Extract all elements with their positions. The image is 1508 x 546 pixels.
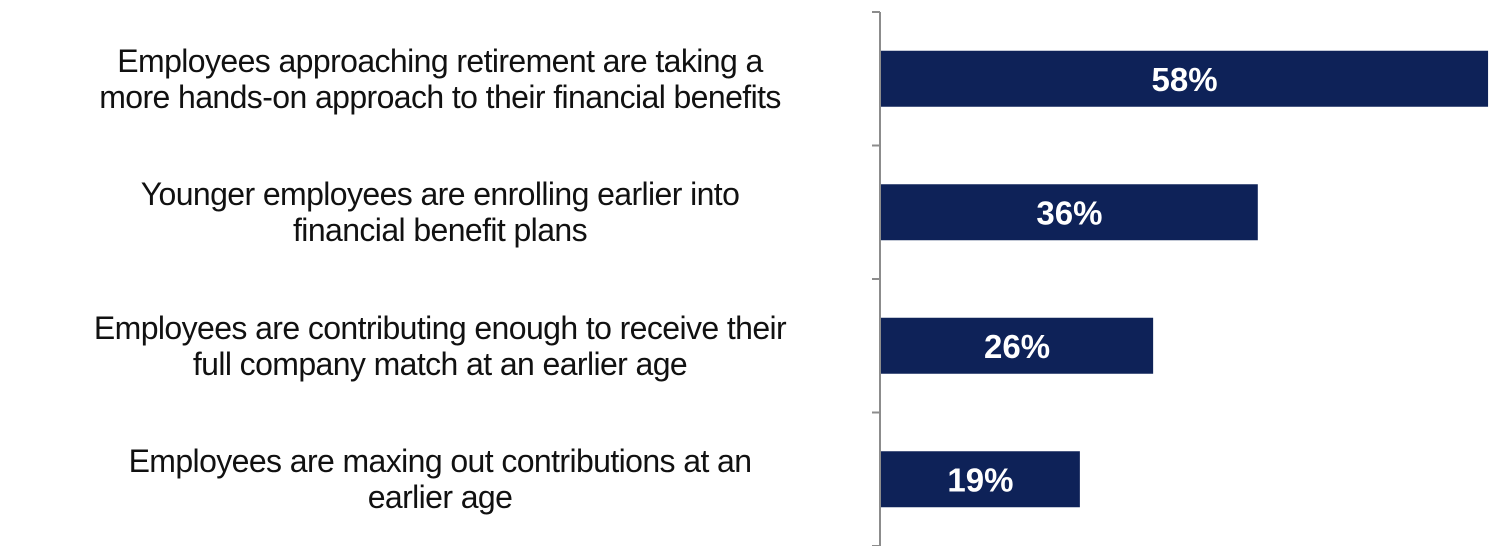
category-label-line: Employees are maxing out contributions a… (128, 443, 752, 480)
data-label: 19% (947, 461, 1013, 498)
bar (881, 317, 1154, 374)
category-label-line: more hands-on approach to their financia… (99, 78, 781, 115)
bar (881, 451, 1080, 508)
data-label: 58% (1152, 61, 1218, 98)
data-label: 36% (1036, 194, 1102, 231)
category-label-line: earlier age (367, 479, 513, 516)
category-label: Employees approaching retirement are tak… (0, 43, 880, 115)
category-label-line: Younger employees are enrolling earlier … (140, 176, 740, 213)
category-label: Employees are maxing out contributions a… (0, 443, 880, 515)
category-label-line: financial benefit plans (293, 212, 588, 249)
bar (881, 50, 1489, 107)
category-label-line: Employees approaching retirement are tak… (117, 42, 763, 79)
category-label-line: Employees are contributing enough to rec… (93, 309, 787, 346)
category-label: Younger employees are enrolling earlier … (0, 176, 880, 248)
bar (881, 184, 1258, 241)
category-label: Employees are contributing enough to rec… (0, 310, 880, 382)
category-label-line: full company match at an earlier age (192, 345, 688, 382)
data-label: 26% (984, 328, 1050, 365)
